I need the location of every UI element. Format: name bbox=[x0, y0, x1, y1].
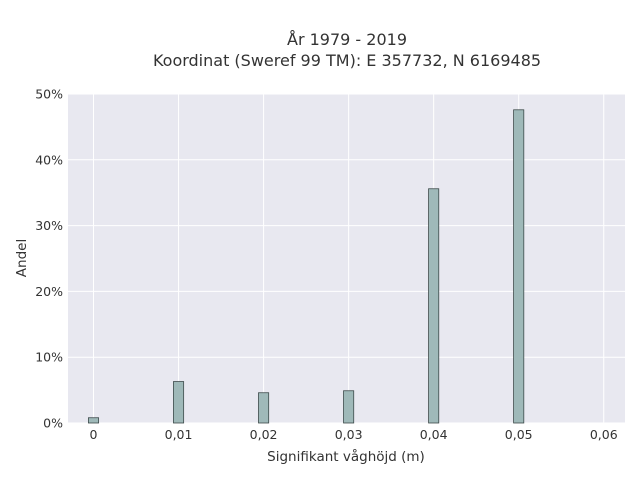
bar bbox=[513, 109, 525, 424]
x-tick-labels: 0 0,01 0,02 0,03 0,04 0,05 0,06 bbox=[90, 427, 618, 442]
chart-title-line-2: Koordinat (Sweref 99 TM): E 357732, N 61… bbox=[153, 51, 541, 70]
bar bbox=[173, 381, 185, 424]
y-tick-labels: 0% 10% 20% 30% 40% 50% bbox=[35, 87, 63, 431]
x-tick-label: 0,01 bbox=[165, 427, 193, 442]
y-tick-label: 30% bbox=[35, 218, 63, 233]
y-tick-label: 20% bbox=[35, 284, 63, 299]
y-tick-label: 0% bbox=[43, 416, 63, 431]
chart-title-line-1: År 1979 - 2019 bbox=[287, 30, 407, 49]
bar-series bbox=[88, 109, 525, 424]
y-tick-label: 10% bbox=[35, 350, 63, 365]
x-tick-label: 0,05 bbox=[505, 427, 533, 442]
y-gridlines bbox=[68, 93, 625, 424]
x-axis-label: Signifikant våghöjd (m) bbox=[267, 448, 425, 465]
x-tick-label: 0,02 bbox=[250, 427, 278, 442]
bar bbox=[88, 417, 100, 424]
bar bbox=[428, 188, 440, 424]
x-tick-label: 0,03 bbox=[335, 427, 363, 442]
y-tick-label: 40% bbox=[35, 152, 63, 167]
x-tick-label: 0,06 bbox=[590, 427, 618, 442]
y-tick-label: 50% bbox=[35, 87, 63, 102]
y-axis-label: Andel bbox=[14, 239, 30, 277]
bar bbox=[258, 392, 270, 424]
x-tick-label: 0,04 bbox=[420, 427, 448, 442]
plot-area bbox=[68, 94, 625, 423]
bar bbox=[343, 390, 355, 424]
x-tick-label: 0 bbox=[90, 427, 98, 442]
